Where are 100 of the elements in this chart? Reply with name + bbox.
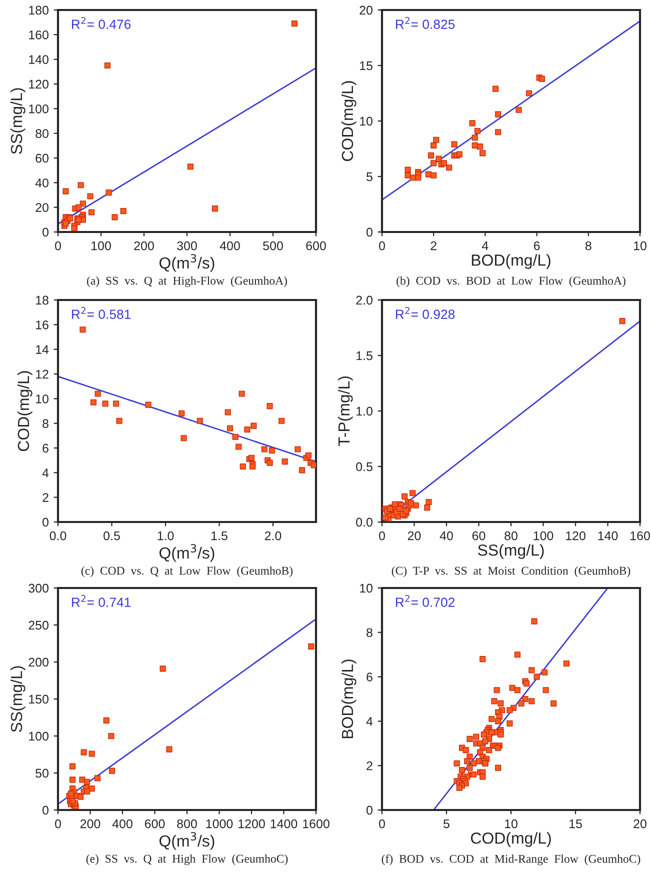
point [94, 775, 101, 782]
x-tick-label: 20 [634, 819, 646, 828]
x-tick-label: 2.0 [264, 531, 282, 540]
x-tick-label: 1000 [206, 819, 233, 828]
y-tick-label: 160 [29, 30, 48, 40]
point [104, 62, 110, 69]
point [266, 460, 273, 466]
point [425, 171, 432, 178]
y-tick-label: 12 [36, 370, 48, 379]
y-tick-label: 80 [36, 129, 48, 138]
x-tick-label: 600 [144, 819, 165, 828]
x-tick-label: 60 [472, 531, 486, 540]
point [102, 400, 108, 407]
x-tick-label: 140 [598, 531, 618, 540]
point [187, 164, 194, 170]
point [261, 446, 268, 452]
point [291, 20, 298, 27]
x-tick-label: 1400 [270, 819, 298, 828]
y-tick-label: 0 [42, 228, 48, 237]
point [166, 746, 172, 752]
x-tick-label: 500 [263, 241, 283, 250]
point [160, 666, 166, 672]
point [196, 418, 203, 424]
point [451, 141, 458, 148]
x-tick-label: 0 [379, 531, 385, 540]
y-tick-label: 100 [29, 732, 48, 741]
x-tick-label: 5 [444, 819, 450, 828]
point [446, 164, 452, 171]
x-tick-label: 8 [585, 241, 592, 250]
x-tick-label: 20 [408, 531, 421, 540]
point [495, 129, 502, 136]
y-tick-label: 50 [36, 768, 48, 778]
point [433, 136, 440, 143]
text: (C) T-P vs. SS at Moist Condition (GeumhoB) [392, 566, 630, 578]
x-tick-label: 10 [505, 819, 518, 828]
point [80, 200, 86, 207]
y-tick-label: 1.5 [356, 351, 372, 360]
y-tick-label: 2 [366, 761, 372, 770]
point [120, 208, 126, 214]
y-tick-label: 10 [360, 116, 372, 126]
point [178, 410, 185, 417]
y-axis-title: SS(mg/L) [10, 88, 26, 154]
y-tick-label: 0 [366, 228, 372, 237]
annotation: R$^{2}$= 0.928 [396, 306, 455, 319]
y-tick-label: 200 [28, 658, 48, 667]
point [244, 426, 250, 433]
point [410, 174, 416, 181]
y-axis-title: SS(mg/L) [10, 666, 26, 732]
text: (f) BOD vs. COD at Mid-Range Flow (GeumhoC) [382, 854, 640, 866]
x-tick-label: 1200 [238, 819, 265, 828]
y-tick-label: 2 [42, 493, 48, 502]
y-axis-title: COD(mg/L) [17, 371, 32, 452]
point [282, 458, 288, 465]
y-tick-label: 15 [360, 61, 372, 70]
x-tick-label: 0 [55, 241, 61, 250]
point [298, 467, 306, 474]
point [266, 403, 273, 410]
point [305, 452, 312, 458]
text: (e) SS vs. Q at High Flow (GeumhoC) [86, 854, 288, 866]
point [436, 156, 442, 162]
x-tick-label: 600 [306, 241, 326, 250]
point [424, 504, 430, 511]
y-tick-label: 4 [42, 468, 49, 478]
y-tick-label: 300 [28, 584, 48, 593]
annotation: R$^{2}$= 0.476 [72, 16, 131, 29]
point [410, 490, 416, 496]
point [294, 446, 301, 452]
text: (c) COD vs. Q at Low Flow (GeumhoB) [81, 566, 293, 578]
x-tick-label: 400 [220, 241, 240, 250]
point [224, 409, 231, 416]
point [492, 86, 499, 92]
point [430, 160, 437, 166]
annotation: R$^{2}$= 0.581 [72, 306, 131, 319]
point [80, 326, 86, 333]
y-tick-label: 0 [42, 518, 48, 527]
x-tick-label: 80 [504, 531, 518, 540]
point [69, 798, 76, 804]
x-axis-title: Q(m$^{3}$/s) [159, 544, 214, 562]
x-tick-label: 4 [482, 241, 488, 250]
point [80, 749, 87, 756]
y-tick-label: 16 [36, 320, 48, 330]
x-tick-label: 200 [134, 241, 154, 250]
point [87, 193, 94, 200]
y-tick-label: 250 [28, 620, 48, 630]
x-tick-label: 0.0 [50, 531, 66, 540]
point [84, 778, 90, 785]
y-tick-label: 120 [29, 80, 48, 89]
x-tick-label: 300 [177, 241, 197, 250]
point [268, 447, 275, 454]
point [212, 206, 218, 212]
y-tick-label: 10 [36, 394, 48, 404]
x-tick-label: 0 [379, 241, 385, 250]
point [238, 390, 245, 397]
point [108, 732, 114, 740]
point [78, 794, 84, 800]
point [113, 400, 120, 407]
point [477, 143, 484, 150]
point [88, 209, 95, 216]
x-tick-label: 1600 [303, 819, 330, 828]
y-axis-title: BOD(mg/L) [341, 660, 356, 738]
